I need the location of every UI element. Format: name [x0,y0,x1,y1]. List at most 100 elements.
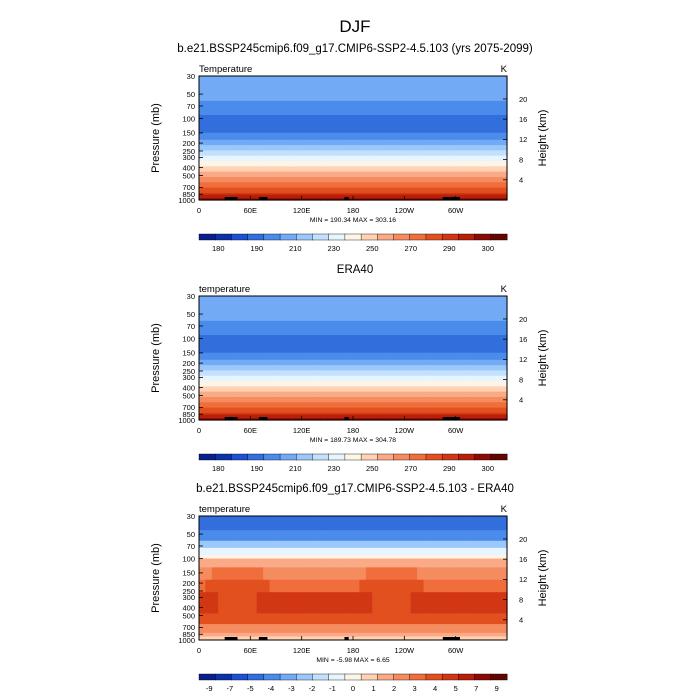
contour-cell [199,396,207,400]
contour-cell [269,409,277,412]
contour-cell [231,187,239,190]
topography-mark [442,197,460,200]
contour-cell [224,164,232,167]
contour-cell [442,84,450,88]
contour-cell [462,123,470,127]
contour-cell [327,136,335,139]
contour-cell [301,143,309,146]
contour-cell [500,130,508,134]
contour-cell [359,187,367,190]
contour-cell [205,331,213,334]
contour-cell [288,342,296,345]
contour-cell [308,173,316,176]
contour-cell [205,373,213,377]
contour-cell [237,372,245,375]
contour-cell [436,93,444,97]
contour-cell [333,178,341,182]
contour-cell [288,116,296,120]
contour-cell [301,358,309,361]
contour-cell [365,90,373,93]
contour-cell [218,114,226,118]
contour-cell [243,145,251,148]
contour-cell [385,145,393,148]
contour-cell [256,389,264,393]
contour-cell [372,113,380,116]
contour-cell [218,345,226,348]
contour-cell [487,123,495,127]
contour-cell [314,86,322,89]
contour-cell [378,185,386,189]
contour-cell [263,178,271,182]
contour-cell [353,111,361,114]
contour-cell [282,333,290,336]
contour-cell [455,127,463,130]
contour-cell [404,83,412,86]
contour-cell [308,297,316,301]
contour-cell [269,173,277,176]
contour-cell [263,315,271,318]
contour-cell [301,352,309,356]
contour-cell [353,99,361,102]
contour-cell [487,134,495,137]
contour-cell [436,107,444,111]
contour-cell [269,93,277,97]
contour-cell [442,184,450,187]
contour-cell [243,153,251,157]
contour-cell [243,359,251,363]
contour-cell [333,345,341,348]
contour-cell [462,157,470,160]
contour-cell [276,79,284,82]
contour-cell [199,366,207,370]
contour-cell [327,322,335,325]
contour-cell [481,76,489,79]
contour-cell [205,180,213,183]
contour-cell [462,81,470,84]
contour-cell [263,304,271,308]
contour-cell [269,88,277,91]
contour-cell [385,168,393,171]
contour-cell [211,143,219,146]
contour-cell [327,384,335,387]
contour-cell [205,77,213,81]
contour-cell [320,304,328,308]
contour-cell [378,109,386,113]
contour-cell [442,171,450,175]
contour-cell [391,180,399,183]
contour-cell [243,116,251,120]
contour-cell [417,97,425,100]
contour-cell [250,194,258,198]
contour-cell [481,164,489,167]
contour-cell [417,99,425,102]
contour-cell [263,363,271,366]
contour-cell [263,122,271,125]
contour-cell [372,88,380,91]
contour-cell [211,409,219,412]
contour-cell [314,192,322,196]
contour-cell [218,148,226,151]
contour-cell [487,153,495,157]
contour-cell [282,185,290,189]
contour-cell [237,411,245,414]
contour-cell [282,123,290,127]
contour-cell [314,379,322,382]
contour-cell [346,106,354,109]
contour-cell [243,178,251,182]
contour-cell [346,166,354,169]
contour-cell [237,102,245,105]
contour-cell [199,168,207,171]
contour-cell [442,138,450,141]
contour-cell [288,326,296,329]
contour-cell [320,347,328,350]
contour-cell [243,79,251,82]
contour-cell [327,331,335,334]
contour-cell [468,194,476,198]
contour-cell [365,138,373,141]
contour-cell [410,84,418,88]
contour-cell [269,182,277,185]
contour-cell [295,191,303,194]
contour-cell [372,77,380,81]
contour-cell [397,102,405,105]
contour-cell [500,171,508,175]
contour-cell [295,90,303,93]
contour-cell [269,198,277,201]
